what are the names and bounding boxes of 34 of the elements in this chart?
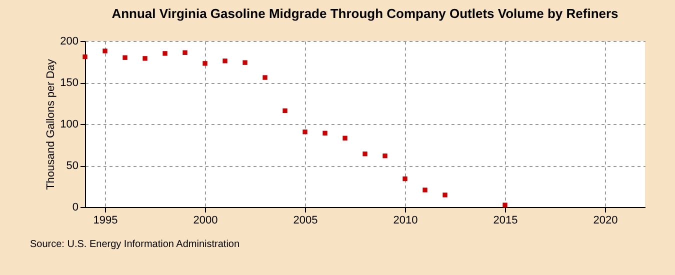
point: [262, 75, 268, 80]
point: [202, 61, 208, 66]
point: [302, 130, 308, 134]
source-note: Source: U.S. Energy Information Administration: [30, 239, 240, 250]
point: [122, 55, 128, 60]
point: [82, 54, 88, 60]
point: [282, 108, 288, 114]
y-tick-label: 200: [60, 36, 78, 48]
point: [142, 56, 148, 61]
y-tick-label: 0: [72, 202, 78, 214]
y-tick-label: 50: [66, 160, 78, 172]
point: [162, 51, 168, 56]
point: [502, 202, 508, 208]
point: [322, 130, 328, 136]
point: [242, 60, 248, 65]
y-tick-label: 150: [60, 77, 78, 89]
x-tick-label: 2015: [493, 214, 518, 226]
chart-title: Annual Virginia Gasoline Midgrade Through Company Outlets Volume by Refiners: [112, 6, 618, 21]
x-tick-label: 2000: [193, 214, 218, 226]
point: [362, 152, 368, 156]
point: [422, 188, 428, 192]
point: [102, 48, 108, 54]
y-axis-title: Thousand Gallons per Day: [45, 58, 58, 190]
point: [222, 58, 228, 64]
y-tick-label: 100: [60, 118, 78, 130]
x-tick-label: 2005: [293, 214, 318, 226]
x-tick-label: 2010: [393, 214, 418, 226]
point: [402, 176, 408, 182]
point: [342, 136, 348, 140]
x-tick-label: 1995: [93, 214, 118, 226]
point: [382, 154, 388, 158]
point: [182, 50, 188, 55]
x-tick-label: 2020: [593, 214, 618, 226]
point: [442, 192, 448, 198]
